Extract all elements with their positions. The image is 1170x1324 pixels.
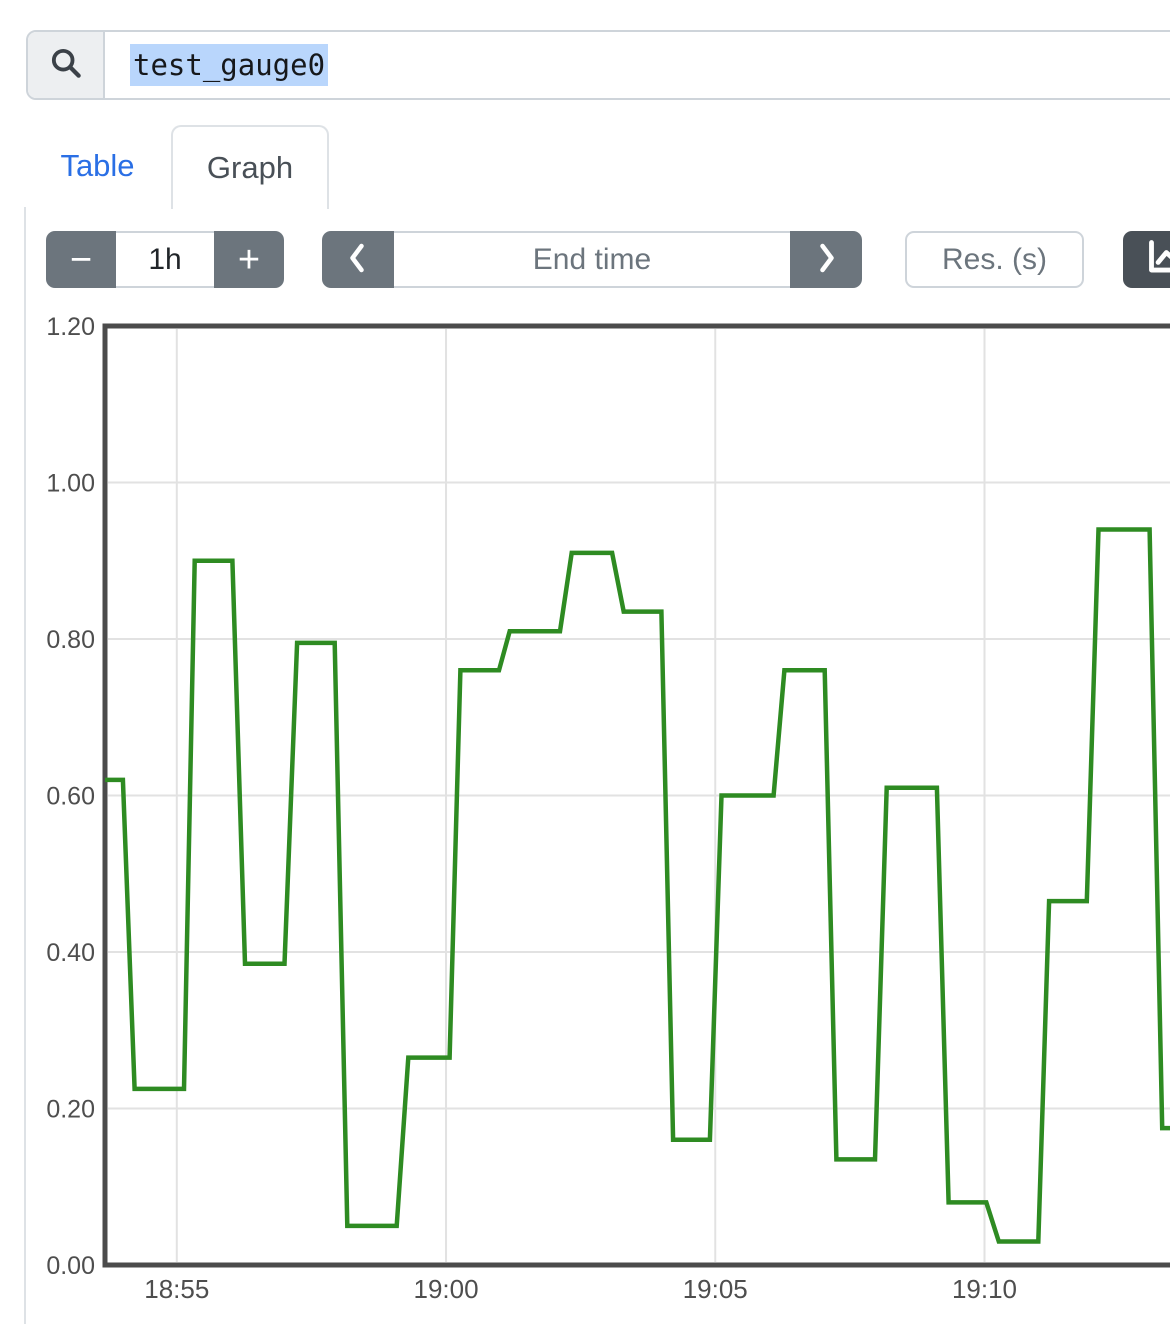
- x-tick-label: 19:10: [952, 1274, 1017, 1304]
- resolution-input[interactable]: [905, 231, 1084, 288]
- x-tick-label: 19:05: [683, 1274, 748, 1304]
- x-tick-label: 18:55: [144, 1274, 209, 1304]
- graph-display-toggle-button[interactable]: [1123, 231, 1170, 288]
- expression-selected-text: test_gauge0: [130, 44, 329, 86]
- graph-panel: − +: [24, 207, 1170, 1324]
- range-increase-button[interactable]: +: [214, 231, 284, 288]
- tab-table[interactable]: Table: [60, 148, 135, 183]
- y-tick-label: 0.80: [46, 626, 95, 654]
- y-tick-label: 1.20: [46, 313, 95, 341]
- plot-border: [102, 323, 1170, 1268]
- chevron-left-icon: [346, 239, 370, 280]
- y-tick-label: 1.00: [46, 470, 95, 498]
- shift-forward-button[interactable]: [790, 231, 862, 288]
- x-tick-label: 19:00: [413, 1274, 478, 1304]
- range-input[interactable]: [116, 231, 214, 288]
- chart-line-icon: [1146, 238, 1170, 281]
- y-tick-label: 0.60: [46, 783, 95, 811]
- y-tick-label: 0.40: [46, 939, 95, 967]
- chevron-right-icon: [814, 239, 838, 280]
- end-time-input[interactable]: [394, 231, 790, 288]
- search-icon: [48, 45, 84, 86]
- expression-input[interactable]: test_gauge0: [105, 32, 1170, 98]
- shift-back-button[interactable]: [322, 231, 394, 288]
- end-time-control-group: [322, 231, 862, 288]
- expression-search-bar: test_gauge0: [26, 30, 1170, 100]
- search-addon: [28, 32, 105, 98]
- y-tick-label: 0.00: [46, 1252, 95, 1280]
- tab-graph[interactable]: Graph: [171, 125, 329, 209]
- y-tick-label: 0.20: [46, 1096, 95, 1124]
- series-line: [105, 527, 1170, 1244]
- range-control-group: − +: [46, 231, 284, 288]
- range-decrease-button[interactable]: −: [46, 231, 116, 288]
